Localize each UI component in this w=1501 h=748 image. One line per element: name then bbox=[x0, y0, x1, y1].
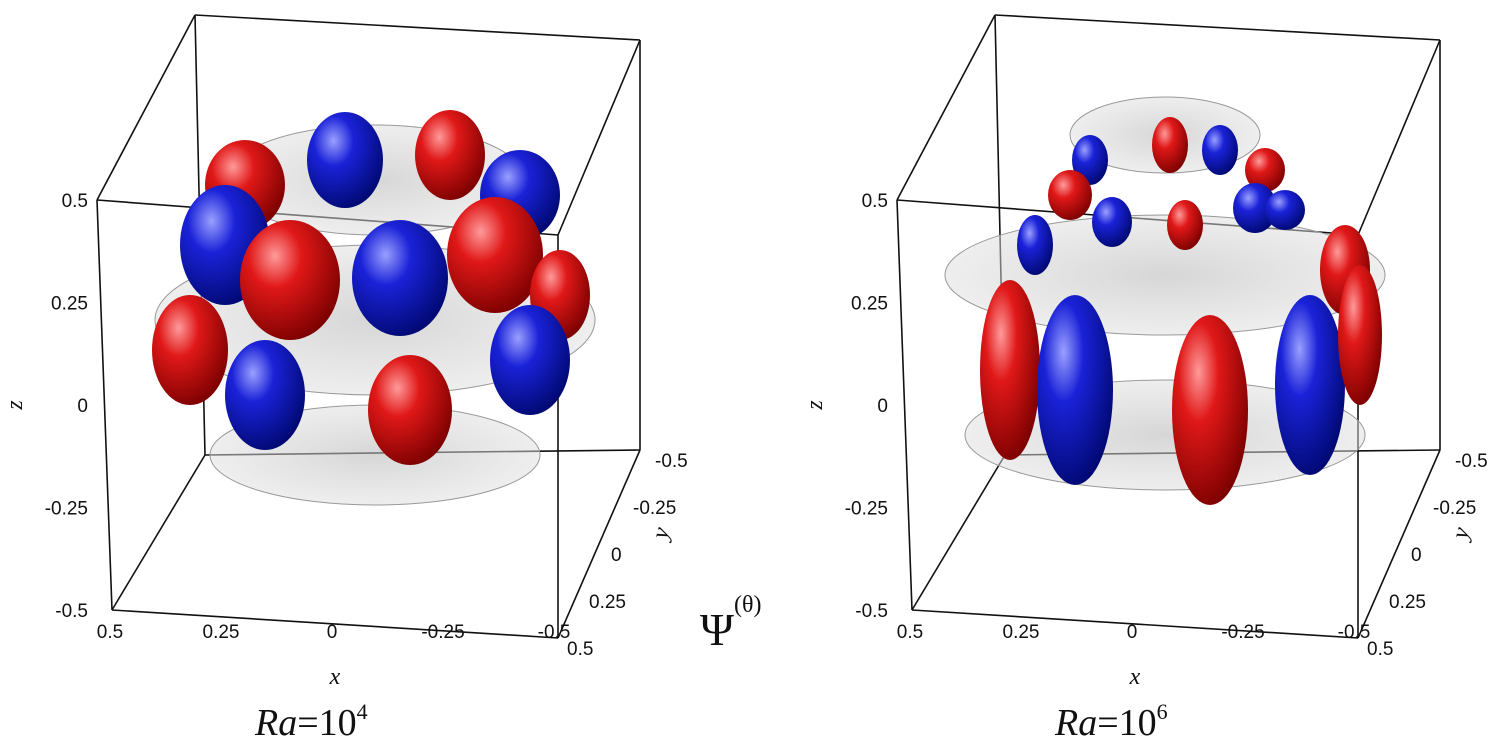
z-tick-label: 0.25 bbox=[51, 294, 88, 315]
z-tick-label: -0.25 bbox=[45, 499, 88, 520]
z-tick-label: 0.5 bbox=[862, 191, 888, 212]
isosurface bbox=[1172, 315, 1248, 505]
y-tick-label: -0.5 bbox=[655, 451, 688, 472]
x-axis-label: x bbox=[329, 664, 341, 690]
x-tick-label: -0.5 bbox=[1338, 622, 1371, 643]
box-edge bbox=[897, 200, 912, 610]
y-tick-label: 0.5 bbox=[567, 639, 593, 660]
caption: Ra=106 bbox=[1054, 699, 1168, 744]
center-symbol: Ψ bbox=[700, 604, 734, 655]
box-edge bbox=[112, 455, 205, 610]
box-edge bbox=[995, 15, 1440, 40]
y-axis-label: y bbox=[1447, 524, 1475, 543]
isosurface bbox=[1167, 200, 1203, 250]
z-axis-label: z bbox=[802, 400, 828, 411]
y-axis-label: y bbox=[647, 524, 675, 543]
box-edge bbox=[97, 15, 195, 200]
x-tick-label: 0.5 bbox=[97, 622, 123, 643]
center-superscript: (θ) bbox=[734, 592, 761, 618]
isosurface bbox=[1037, 295, 1113, 485]
y-tick-label: -0.5 bbox=[1455, 451, 1488, 472]
box-edge bbox=[558, 40, 640, 235]
isosurface bbox=[1338, 265, 1382, 405]
y-tick-label: 0.25 bbox=[589, 592, 626, 613]
x-tick-label: 0.25 bbox=[203, 622, 240, 643]
x-tick-label: 0 bbox=[327, 622, 338, 643]
z-tick-label: 0.5 bbox=[62, 191, 88, 212]
z-tick-label: 0.25 bbox=[851, 294, 888, 315]
isosurface bbox=[1092, 197, 1132, 247]
caption-exponent: 6 bbox=[1157, 699, 1168, 724]
y-tick-label: 0 bbox=[1411, 545, 1422, 566]
caption-name: Ra bbox=[254, 702, 297, 744]
isosurface bbox=[980, 280, 1040, 460]
isosurface bbox=[152, 295, 228, 405]
caption-exponent: 4 bbox=[357, 699, 368, 724]
isosurface bbox=[307, 112, 383, 208]
box-edge bbox=[897, 15, 995, 200]
isosurface bbox=[368, 355, 452, 465]
y-tick-label: -0.25 bbox=[633, 498, 676, 519]
x-tick-label: -0.5 bbox=[538, 622, 571, 643]
caption-name: Ra bbox=[1054, 702, 1097, 744]
isosurface bbox=[352, 220, 448, 336]
figure: Ψ (θ) 0.50.250-0.25-0.50.50.250-0.25-0.5… bbox=[0, 0, 1501, 748]
isosurface bbox=[1017, 215, 1053, 275]
isosurface bbox=[225, 340, 305, 450]
isosurface bbox=[1152, 117, 1188, 173]
z-tick-label: -0.25 bbox=[845, 499, 888, 520]
z-tick-label: 0 bbox=[77, 396, 88, 417]
isosurface bbox=[240, 220, 340, 340]
isosurface bbox=[1048, 170, 1092, 220]
isosurface bbox=[415, 110, 485, 200]
x-tick-label: 0 bbox=[1127, 622, 1138, 643]
x-tick-label: 0.25 bbox=[1003, 622, 1040, 643]
z-tick-label: 0 bbox=[877, 396, 888, 417]
caption-base: =10 bbox=[1097, 702, 1156, 744]
z-tick-label: -0.5 bbox=[855, 601, 888, 622]
x-axis-label: x bbox=[1129, 664, 1141, 690]
box-edge bbox=[1358, 40, 1440, 235]
isosurface bbox=[1275, 295, 1345, 475]
y-tick-label: 0.5 bbox=[1367, 639, 1393, 660]
isosurface bbox=[1265, 190, 1305, 230]
isosurface bbox=[490, 305, 570, 415]
box-edge bbox=[195, 15, 640, 40]
z-axis-label: z bbox=[2, 400, 28, 411]
y-tick-label: 0.25 bbox=[1389, 592, 1426, 613]
box-edge bbox=[97, 200, 112, 610]
y-tick-label: -0.25 bbox=[1433, 498, 1476, 519]
x-tick-label: -0.25 bbox=[421, 622, 464, 643]
isosurface bbox=[1202, 125, 1238, 175]
x-tick-label: -0.25 bbox=[1221, 622, 1264, 643]
z-tick-label: -0.5 bbox=[55, 601, 88, 622]
caption-base: =10 bbox=[297, 702, 356, 744]
y-tick-label: 0 bbox=[611, 545, 622, 566]
caption: Ra=104 bbox=[254, 699, 368, 744]
box-edge bbox=[912, 455, 1005, 610]
isosurface bbox=[447, 197, 543, 313]
x-tick-label: 0.5 bbox=[897, 622, 923, 643]
